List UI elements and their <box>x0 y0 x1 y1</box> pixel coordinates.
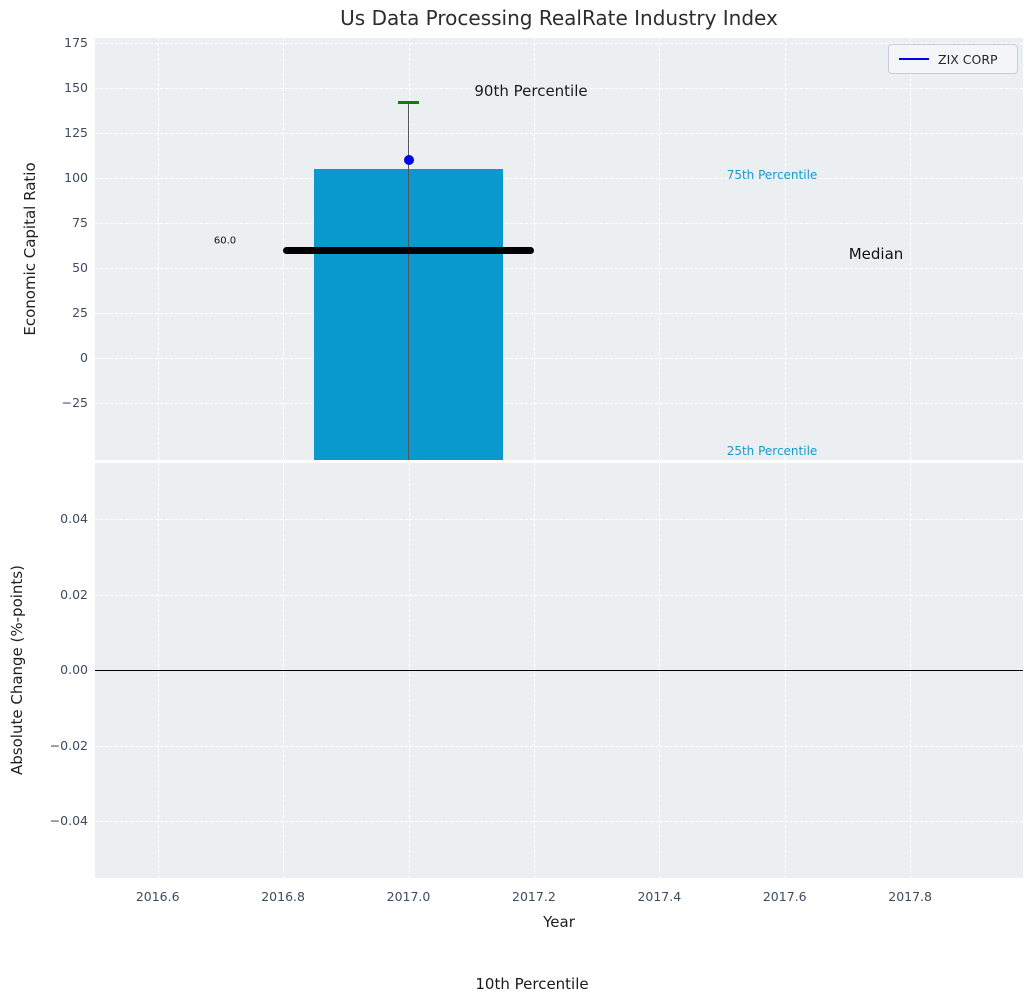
y-tick-label: 125 <box>64 125 88 141</box>
y-tick-label: 25 <box>72 305 88 321</box>
x-tick-label: 2017.0 <box>386 889 431 904</box>
median-line <box>283 246 534 254</box>
zero-line <box>95 670 1023 672</box>
y-tick-label: 150 <box>64 80 88 96</box>
legend-label: ZIX CORP <box>938 51 998 67</box>
x-tick-label: 2017.8 <box>888 889 932 904</box>
y-tick-label: 50 <box>72 260 88 276</box>
y-tick-label: 100 <box>64 170 88 186</box>
y-tick-label: 175 <box>64 35 88 51</box>
annotation-90th-percentile: 90th Percentile <box>474 82 588 100</box>
annotation-10th-percentile: 10th Percentile <box>475 975 589 993</box>
y-tick-label: 0.00 <box>60 662 88 678</box>
x-tick-label: 2017.2 <box>512 889 556 904</box>
panel-economic-capital-ratio <box>95 38 1023 460</box>
legend: ZIX CORP <box>888 44 1018 74</box>
x-axis-label-year: Year <box>543 913 575 931</box>
chart-title: Us Data Processing RealRate Industry Ind… <box>340 6 778 30</box>
y-tick-label: 0.04 <box>60 510 88 526</box>
x-tick-label: 2017.4 <box>637 889 682 904</box>
annotation-75th-percentile: 75th Percentile <box>726 168 818 182</box>
y-tick-label: −25 <box>61 395 88 411</box>
y-tick-label: −0.04 <box>49 813 88 829</box>
x-tick-label: 2016.6 <box>135 889 180 904</box>
y-tick-label: 75 <box>72 215 88 231</box>
legend-line-swatch <box>899 58 929 60</box>
y-axis-label-absolute-change: Absolute Change (%-points) <box>8 565 26 775</box>
y-tick-label: 0.02 <box>60 586 88 602</box>
x-tick-label: 2017.6 <box>762 889 807 904</box>
annotation-median-value: 60.0 <box>213 235 237 247</box>
company-marker <box>403 155 414 166</box>
whisker-line <box>407 102 410 460</box>
y-tick-label: 0 <box>80 350 88 366</box>
annotation-median: Median <box>848 245 904 263</box>
x-tick-label: 2016.8 <box>261 889 305 904</box>
y-tick-label: −0.02 <box>49 737 88 753</box>
p90-cap <box>398 101 419 105</box>
annotation-25th-percentile: 25th Percentile <box>726 444 818 458</box>
